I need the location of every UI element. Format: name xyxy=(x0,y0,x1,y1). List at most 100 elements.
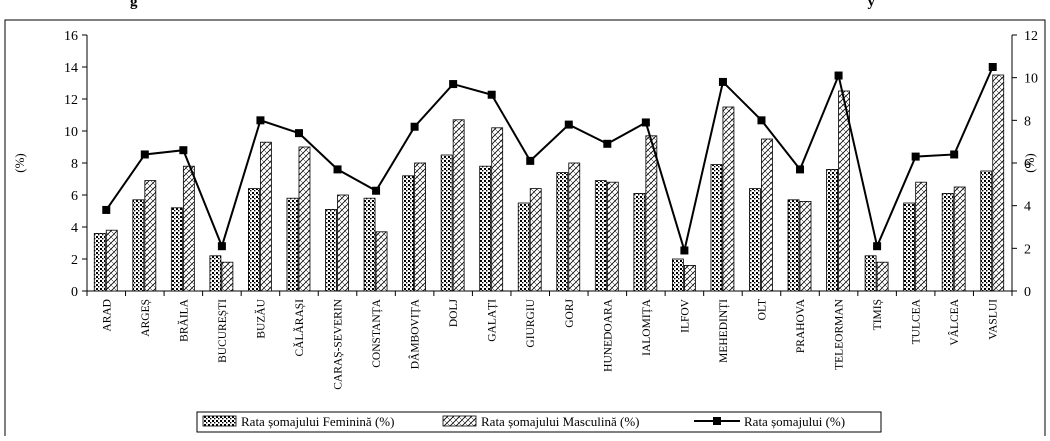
bar-feminina xyxy=(826,168,838,292)
x-tick-label: CĂLĂRAȘI xyxy=(292,299,306,357)
line-point-total xyxy=(179,146,188,155)
y-tick-label-left: 10 xyxy=(64,125,78,140)
bar-masculina xyxy=(452,119,465,292)
bar-feminina xyxy=(633,192,646,292)
y-axis-label-right: (%) xyxy=(1022,153,1037,173)
x-tick-label: ARGEȘ xyxy=(140,299,152,337)
line-layer xyxy=(102,63,997,255)
y-tick-label-left: 8 xyxy=(71,157,78,172)
bars-layer xyxy=(93,74,1005,292)
bar-feminina xyxy=(710,164,723,292)
x-tick-label: TIMIȘ xyxy=(872,299,884,330)
bar-masculina xyxy=(182,165,195,292)
bar-feminina xyxy=(286,197,299,292)
x-tick-label: MEHEDINȚI xyxy=(718,299,730,363)
line-point-total xyxy=(487,90,496,99)
line-point-total xyxy=(603,139,612,148)
bar-feminina xyxy=(517,202,530,292)
bar-feminina xyxy=(209,255,222,292)
bar-masculina xyxy=(838,90,850,292)
x-tick-label: BRĂILA xyxy=(176,298,190,342)
y-tick-label-right: 12 xyxy=(1024,29,1038,44)
bar-feminina xyxy=(556,172,569,292)
bar-masculina xyxy=(876,261,889,292)
line-point-total xyxy=(911,152,920,161)
x-tick-label: GIURGIU xyxy=(525,298,537,347)
bar-feminina xyxy=(93,232,106,292)
line-point-total xyxy=(950,150,959,159)
bar-feminina xyxy=(787,199,800,292)
y-tick-label-left: 0 xyxy=(71,285,78,300)
line-point-total xyxy=(873,242,882,251)
line-total xyxy=(105,66,994,255)
bar-feminina xyxy=(170,207,183,292)
x-tick-label: GALAȚI xyxy=(487,299,499,342)
x-tick-label: ILFOV xyxy=(679,298,691,333)
line-point-total xyxy=(449,80,458,89)
x-tick-label: VASLUI xyxy=(988,299,1000,340)
title-tail: y xyxy=(867,0,876,10)
y-tick-label-right: 6 xyxy=(1024,157,1031,172)
y-axis-label-left: (%) xyxy=(12,153,27,173)
line-point-total xyxy=(294,129,303,138)
y-tick-label-right: 2 xyxy=(1024,242,1031,257)
line-point-total xyxy=(834,71,843,80)
line-point-total xyxy=(333,165,342,174)
title-fragment: g xyxy=(130,0,138,10)
bar-masculina xyxy=(260,141,272,292)
y-tick-label-left: 2 xyxy=(71,253,78,268)
line-point-total xyxy=(757,116,766,125)
x-tick-label: ARAD xyxy=(101,299,113,332)
bar-feminina xyxy=(325,208,337,292)
bar-feminina xyxy=(132,199,145,292)
bar-masculina xyxy=(683,264,696,292)
x-tick-label: CARAȘ-SEVERIN xyxy=(333,298,345,389)
bar-feminina xyxy=(980,170,993,292)
bar-masculina xyxy=(992,74,1005,292)
line-point-total xyxy=(217,242,226,251)
bar-feminina xyxy=(440,154,453,292)
x-tick-label: OLT xyxy=(756,299,768,320)
bar-masculina xyxy=(144,180,157,292)
y-tick-label-left: 4 xyxy=(71,221,78,236)
legend-label-feminina: Rata șomajului Feminină (%) xyxy=(241,414,394,429)
line-point-total xyxy=(102,205,111,214)
bar-feminina xyxy=(594,180,607,292)
bar-feminina xyxy=(248,188,260,292)
y-tick-label-left: 12 xyxy=(64,93,78,108)
bar-masculina xyxy=(298,146,311,292)
line-point-total xyxy=(372,186,381,195)
line-point-total xyxy=(564,120,573,129)
legend-swatch-feminina xyxy=(202,415,237,427)
bar-masculina xyxy=(529,188,542,292)
bar-masculina xyxy=(105,229,118,292)
y-tick-label-right: 10 xyxy=(1024,72,1038,87)
bar-feminina xyxy=(749,188,761,292)
line-point-total xyxy=(526,156,535,165)
line-point-total xyxy=(718,77,727,86)
bar-masculina xyxy=(414,162,427,292)
bar-feminina xyxy=(671,258,684,292)
bar-feminina xyxy=(864,255,877,292)
bar-masculina xyxy=(953,186,966,292)
axes-layer: 0 2 4 6 8 10 12 14 16 0 2 4 6 8 10 12 (%) (%) xyxy=(12,29,1038,300)
legend-swatch-marker xyxy=(713,417,721,425)
bar-masculina xyxy=(606,181,619,292)
bar-masculina xyxy=(645,135,658,292)
x-tick-label: BUCUREȘTI xyxy=(217,299,229,363)
legend-swatch-masculina xyxy=(442,415,477,427)
bar-masculina xyxy=(221,261,234,292)
y-tick-label-left: 6 xyxy=(71,189,78,204)
x-tick-label: TULCEA xyxy=(911,298,923,344)
y-tick-label-left: 16 xyxy=(64,29,78,44)
line-point-total xyxy=(410,122,419,131)
x-tick-label: GORJ xyxy=(564,298,576,327)
bar-masculina xyxy=(491,127,504,292)
line-point-total xyxy=(796,165,805,174)
bar-feminina xyxy=(402,175,415,292)
x-tick-label: DOLJ xyxy=(448,298,460,327)
legend-label-total: Rata șomajului (%) xyxy=(744,414,845,429)
